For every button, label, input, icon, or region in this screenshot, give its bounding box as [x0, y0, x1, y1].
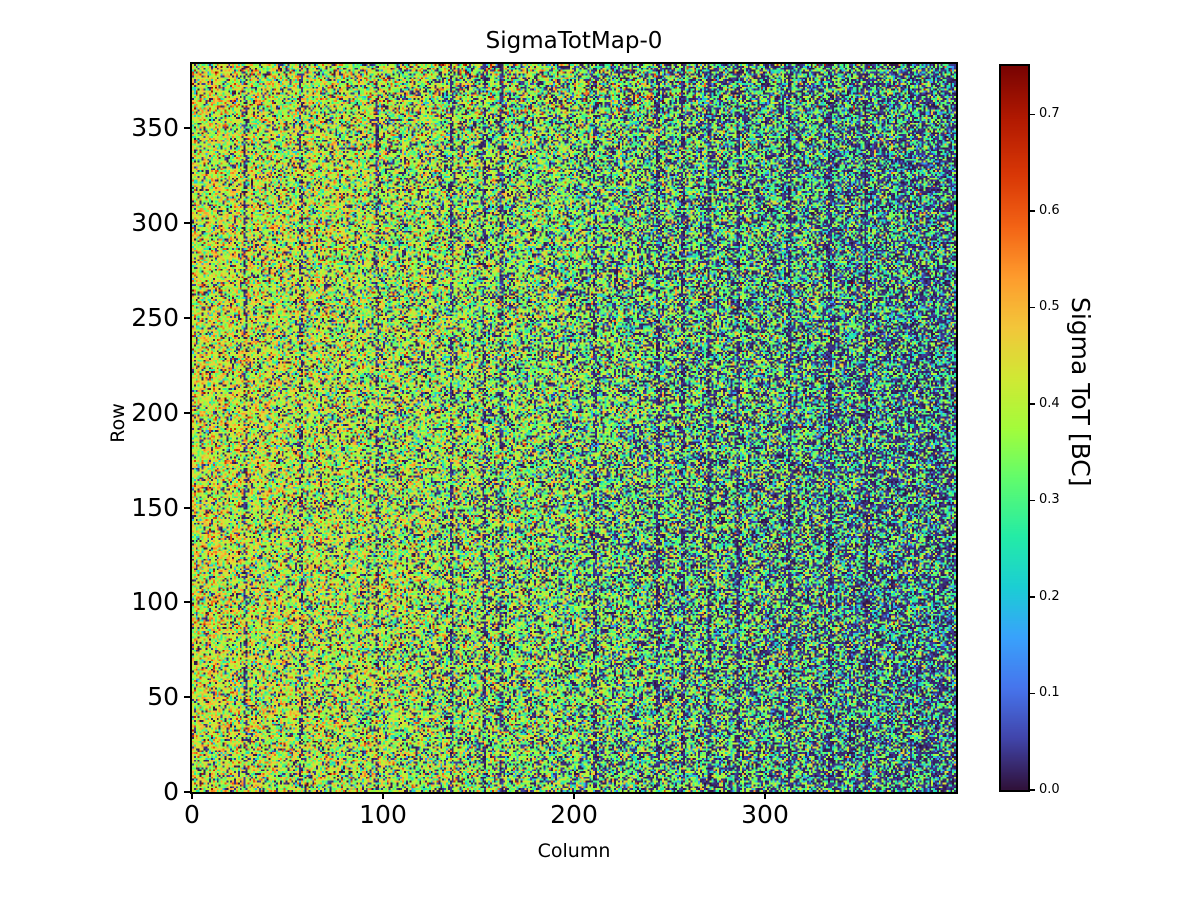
y-tick-label: 0: [163, 777, 179, 806]
colorbar-tick-mark: [1030, 499, 1035, 502]
colorbar-gradient-canvas: [1001, 66, 1028, 790]
colorbar-tick-label: 0.4: [1039, 395, 1060, 411]
x-tick-mark: [573, 792, 575, 799]
x-tick-label: 300: [741, 800, 789, 829]
colorbar-tick-mark: [1030, 596, 1035, 598]
x-tick-mark: [764, 792, 766, 799]
colorbar-tick-mark: [1030, 113, 1035, 116]
colorbar-tick-label: 0.0: [1039, 782, 1060, 797]
colorbar-tick-mark: [1030, 789, 1035, 791]
y-tick-mark: [184, 127, 191, 130]
colorbar-tick-label: 0.2: [1039, 588, 1060, 604]
y-tick-label: 250: [131, 303, 179, 333]
y-tick-mark: [184, 222, 191, 225]
colorbar-tick-label: 0.7: [1039, 106, 1060, 122]
y-tick-label: 100: [131, 587, 179, 617]
heatmap-axes: [190, 62, 958, 794]
colorbar-tick-label: 0.5: [1039, 299, 1060, 315]
y-tick-label: 350: [131, 113, 179, 143]
x-tick-label: 0: [184, 800, 200, 829]
y-tick-mark: [184, 317, 191, 320]
x-axis-label: Column: [537, 840, 611, 862]
colorbar-tick-mark: [1030, 210, 1035, 212]
plot-title: SigmaTotMap-0: [485, 28, 663, 54]
x-tick-mark: [382, 792, 384, 799]
y-tick-mark: [184, 601, 191, 604]
x-tick-mark: [191, 792, 193, 799]
colorbar: [999, 64, 1030, 792]
y-axis-label: Row: [107, 403, 129, 443]
colorbar-tick-label: 0.3: [1039, 492, 1060, 508]
y-tick-label: 50: [147, 682, 179, 712]
heatmap-canvas: [192, 64, 956, 792]
y-tick-label: 300: [131, 208, 179, 238]
colorbar-tick-mark: [1030, 692, 1035, 695]
x-tick-label: 200: [550, 800, 598, 829]
y-tick-mark: [184, 411, 191, 414]
y-tick-label: 200: [131, 397, 179, 427]
y-tick-mark: [184, 506, 191, 509]
y-tick-mark: [184, 791, 191, 793]
colorbar-tick-mark: [1030, 403, 1035, 405]
y-tick-mark: [184, 696, 191, 699]
colorbar-tick-label: 0.6: [1039, 202, 1060, 218]
x-tick-label: 100: [359, 800, 407, 829]
colorbar-tick-mark: [1030, 306, 1035, 309]
y-tick-label: 150: [131, 492, 179, 522]
colorbar-tick-label: 0.1: [1039, 685, 1060, 701]
colorbar-label: Sigma ToT [BC]: [1066, 297, 1095, 487]
